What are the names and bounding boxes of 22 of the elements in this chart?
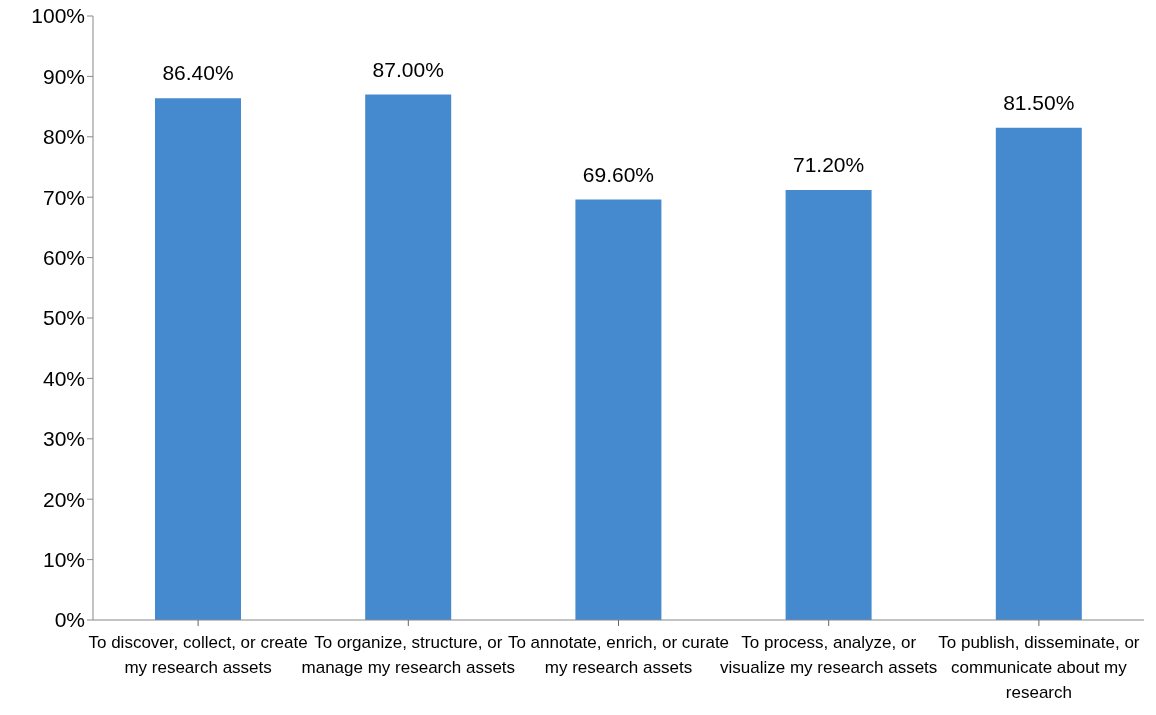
y-tick-label: 0% — [54, 608, 85, 632]
y-tick-label: 90% — [42, 64, 85, 88]
bar — [995, 127, 1082, 620]
data-label: 87.00% — [372, 57, 444, 81]
bar — [785, 189, 872, 620]
data-label: 86.40% — [162, 61, 234, 85]
y-tick-label: 70% — [42, 185, 85, 209]
y-tick-label: 80% — [42, 125, 85, 149]
y-tick-label: 50% — [42, 306, 85, 330]
y-tick-label: 20% — [42, 487, 85, 511]
bar — [155, 98, 241, 620]
bar — [575, 199, 662, 620]
data-label: 81.50% — [1003, 90, 1075, 114]
y-tick-label: 40% — [42, 366, 85, 390]
y-tick-label: 30% — [42, 427, 85, 451]
x-tick-label: To publish, disseminate, or communicate about my research — [938, 633, 1140, 703]
data-label: 69.60% — [582, 162, 655, 186]
data-label: 71.20% — [792, 152, 865, 176]
y-tick-label: 100% — [31, 4, 85, 28]
y-tick-label: 60% — [42, 246, 85, 270]
y-tick-label: 10% — [42, 548, 85, 572]
bar — [365, 94, 452, 620]
